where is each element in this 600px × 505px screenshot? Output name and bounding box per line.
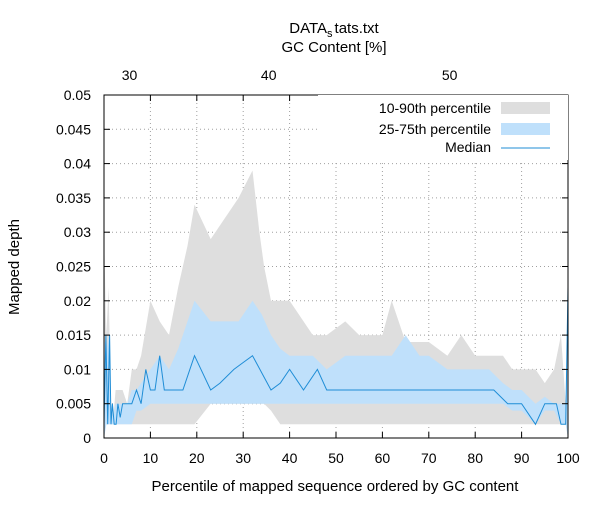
x-tick-label: 40 xyxy=(282,450,298,466)
legend-label-median: Median xyxy=(445,139,491,155)
y-tick-label: 0.03 xyxy=(64,224,91,240)
y-tick-label: 0.005 xyxy=(56,396,91,412)
top-tick-label: 50 xyxy=(442,67,458,83)
y-tick-label: 0.02 xyxy=(64,293,91,309)
x-tick-label: 50 xyxy=(328,450,344,466)
median-line-layer xyxy=(103,287,569,426)
top-tick-labels: 30 40 50 xyxy=(122,67,458,83)
top-tick-label: 40 xyxy=(261,67,277,83)
legend: 10-90th percentile 25-75th percentile Me… xyxy=(318,95,568,160)
percentile-bands xyxy=(104,170,568,438)
y-tick-label: 0.045 xyxy=(56,121,91,137)
chart-title: DATAs tats.txt xyxy=(289,20,379,40)
y-tick-label: 0.01 xyxy=(64,361,91,377)
x-tick-label: 60 xyxy=(375,450,391,466)
legend-label-25-75: 25-75th percentile xyxy=(379,121,491,137)
x-tick-label: 30 xyxy=(235,450,251,466)
x-tick-label: 90 xyxy=(514,450,530,466)
x-tick-labels: 0 10 20 30 40 50 60 70 80 90 100 xyxy=(100,450,580,466)
axes xyxy=(103,94,569,439)
y-tick-label: 0.025 xyxy=(56,259,91,275)
band-series-1 xyxy=(104,300,568,438)
x-tick-label: 70 xyxy=(421,450,437,466)
x-tick-label: 10 xyxy=(143,450,159,466)
title-rest: tats.txt xyxy=(335,20,380,37)
y-tick-label: 0 xyxy=(83,430,91,446)
x-tick-label: 80 xyxy=(467,450,483,466)
y-axis-label: Mapped depth xyxy=(6,219,23,315)
x-axis-label: Percentile of mapped sequence ordered by… xyxy=(152,478,520,495)
top-axis-label: GC Content [%] xyxy=(281,39,386,56)
y-tick-label: 0.035 xyxy=(56,190,91,206)
legend-label-10-90: 10-90th percentile xyxy=(379,100,491,116)
legend-swatch-10-90 xyxy=(501,102,550,114)
x-tick-label: 0 xyxy=(100,450,108,466)
y-tick-label: 0.04 xyxy=(64,156,91,172)
x-tick-label: 100 xyxy=(556,450,580,466)
median-line xyxy=(103,287,569,426)
legend-swatch-25-75 xyxy=(501,123,550,135)
top-tick-label: 30 xyxy=(122,67,138,83)
title-main: DATA xyxy=(289,20,327,37)
y-tick-label: 0.015 xyxy=(56,327,91,343)
y-tick-labels: 0 0.005 0.01 0.015 0.02 0.025 0.03 0.035 0.04 0.0… xyxy=(56,87,91,446)
y-tick-label: 0.05 xyxy=(64,87,91,103)
x-tick-label: 20 xyxy=(189,450,205,466)
title-subscript: s xyxy=(327,28,333,40)
